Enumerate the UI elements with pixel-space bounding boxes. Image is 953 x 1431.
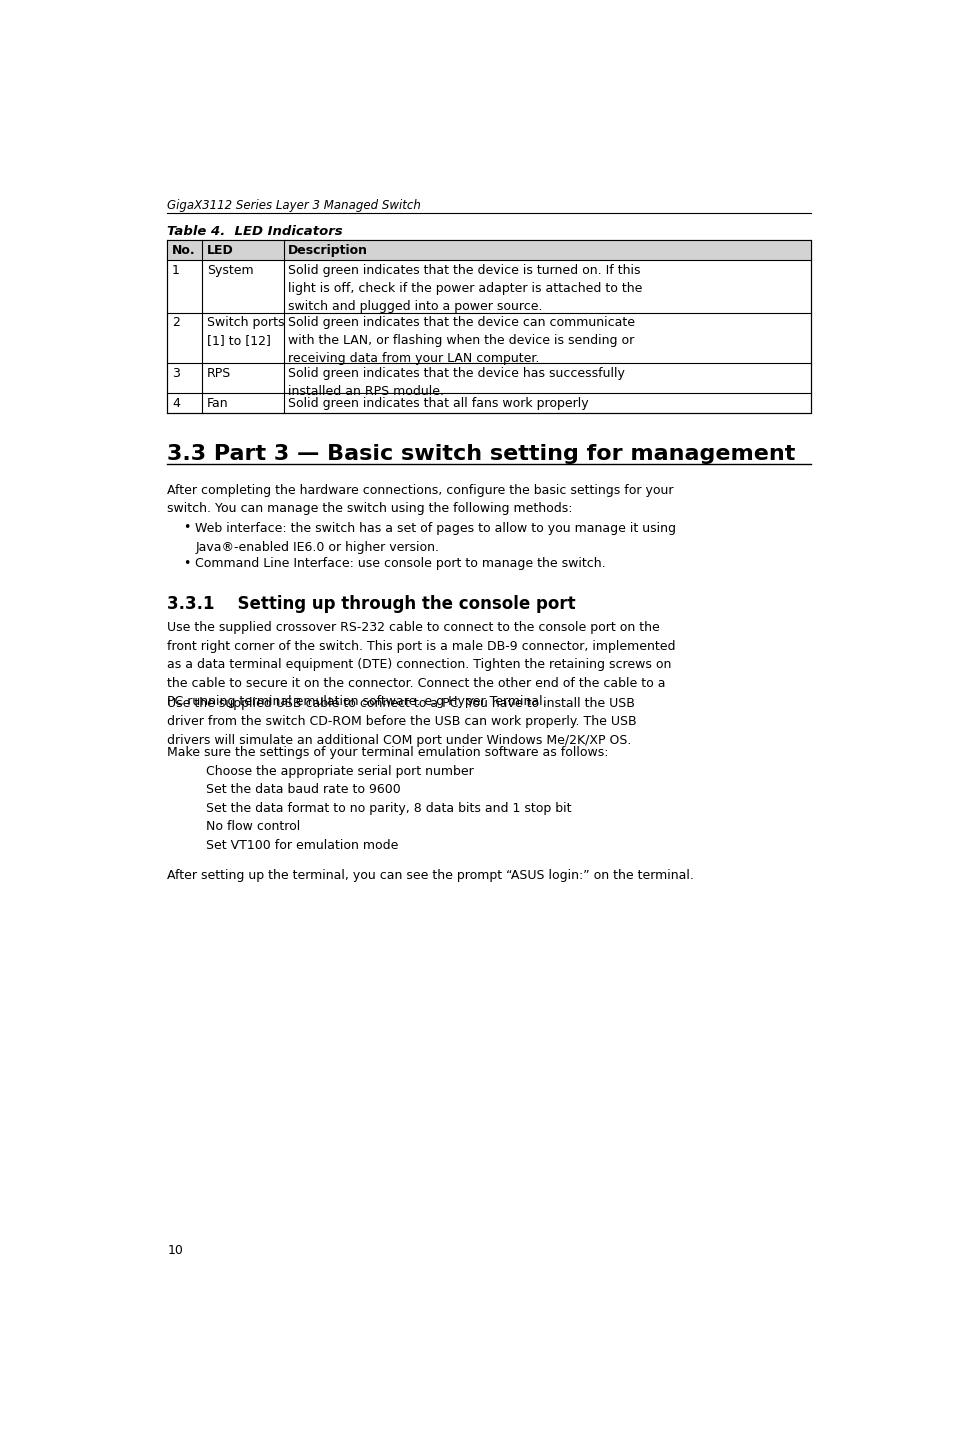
- Text: RPS: RPS: [207, 368, 231, 381]
- Text: Set the data format to no parity, 8 data bits and 1 stop bit: Set the data format to no parity, 8 data…: [206, 801, 571, 814]
- Text: •: •: [183, 557, 190, 570]
- Text: Set the data baud rate to 9600: Set the data baud rate to 9600: [206, 783, 400, 796]
- Text: After completing the hardware connections, configure the basic settings for your: After completing the hardware connection…: [167, 484, 673, 515]
- Text: After setting up the terminal, you can see the prompt “ASUS login:” on the termi: After setting up the terminal, you can s…: [167, 870, 694, 883]
- Text: Choose the appropriate serial port number: Choose the appropriate serial port numbe…: [206, 764, 474, 777]
- Bar: [167, 240, 810, 412]
- Text: Set VT100 for emulation mode: Set VT100 for emulation mode: [206, 839, 398, 851]
- Text: LED: LED: [207, 245, 233, 258]
- Text: GigaX3112 Series Layer 3 Managed Switch: GigaX3112 Series Layer 3 Managed Switch: [167, 199, 420, 212]
- Bar: [167, 240, 810, 260]
- Text: •: •: [183, 521, 190, 534]
- Text: Solid green indicates that the device has successfully
installed an RPS module.: Solid green indicates that the device ha…: [288, 368, 624, 398]
- Text: Solid green indicates that the device can communicate
with the LAN, or flashing : Solid green indicates that the device ca…: [288, 316, 635, 365]
- Text: 3.3 Part 3 — Basic switch setting for management: 3.3 Part 3 — Basic switch setting for ma…: [167, 444, 795, 464]
- Text: Web interface: the switch has a set of pages to allow to you manage it using
Jav: Web interface: the switch has a set of p…: [195, 522, 676, 554]
- Text: Description: Description: [288, 245, 368, 258]
- Text: 3: 3: [172, 368, 179, 381]
- Text: Command Line Interface: use console port to manage the switch.: Command Line Interface: use console port…: [195, 558, 605, 571]
- Text: System: System: [207, 265, 253, 278]
- Text: Solid green indicates that all fans work properly: Solid green indicates that all fans work…: [288, 396, 588, 409]
- Text: Fan: Fan: [207, 396, 228, 409]
- Text: Use the supplied USB cable to connect to a PC. You have to install the USB
drive: Use the supplied USB cable to connect to…: [167, 697, 637, 747]
- Text: Solid green indicates that the device is turned on. If this
light is off, check : Solid green indicates that the device is…: [288, 265, 642, 313]
- Text: 10: 10: [167, 1245, 183, 1258]
- Text: 3.3.1    Setting up through the console port: 3.3.1 Setting up through the console por…: [167, 595, 576, 614]
- Text: Table 4.  LED Indicators: Table 4. LED Indicators: [167, 225, 342, 238]
- Text: Switch ports
[1] to [12]: Switch ports [1] to [12]: [207, 316, 284, 348]
- Text: No flow control: No flow control: [206, 820, 300, 833]
- Text: No.: No.: [172, 245, 195, 258]
- Text: 2: 2: [172, 316, 179, 329]
- Text: 4: 4: [172, 396, 179, 409]
- Text: Use the supplied crossover RS-232 cable to connect to the console port on the
fr: Use the supplied crossover RS-232 cable …: [167, 621, 675, 708]
- Text: Make sure the settings of your terminal emulation software as follows:: Make sure the settings of your terminal …: [167, 746, 608, 758]
- Text: 1: 1: [172, 265, 179, 278]
